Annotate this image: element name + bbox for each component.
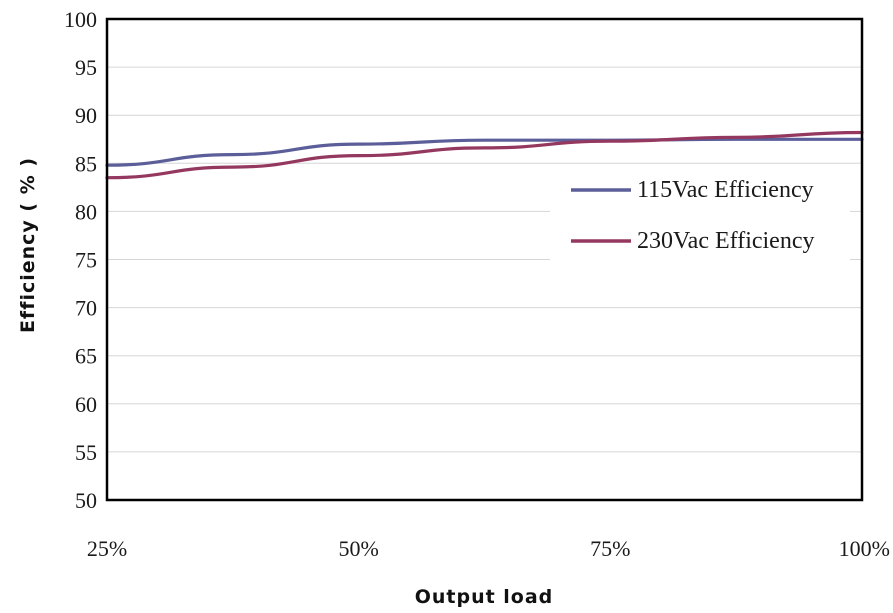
plot-area-frame	[105, 17, 864, 502]
legend: 115Vac Efficiency 230Vac Efficiency	[550, 173, 850, 264]
y-tick-label-70: 70	[75, 296, 97, 321]
y-tick-label-95: 95	[75, 55, 97, 80]
y-tick-label-55: 55	[75, 440, 97, 465]
series-line-230vac	[105, 130, 864, 180]
grid-lines	[107, 66, 862, 453]
x-tick-label-25pct: 25%	[87, 536, 127, 561]
series-line-115vac	[105, 137, 864, 167]
y-tick-label-85: 85	[75, 151, 97, 176]
legend-label-115vac: 115Vac Efficiency	[637, 177, 814, 203]
y-tick-label-100: 100	[64, 7, 97, 32]
y-axis-title: Efficiency ( % )	[17, 157, 39, 333]
x-axis-ticks: 25% 50% 75% 100%	[87, 536, 890, 561]
x-tick-label-100pct: 100%	[839, 536, 890, 561]
legend-bg-0	[550, 173, 850, 213]
series-lines	[105, 130, 864, 180]
y-axis-ticks: 50 55 60 65 70 75 80 85 90 95 100	[64, 7, 97, 513]
x-tick-label-50pct: 50%	[339, 536, 379, 561]
y-tick-label-60: 60	[75, 392, 97, 417]
y-tick-label-90: 90	[75, 103, 97, 128]
x-tick-label-75pct: 75%	[590, 536, 630, 561]
y-tick-label-65: 65	[75, 344, 97, 369]
x-axis-title: Output load	[415, 586, 554, 608]
y-tick-label-75: 75	[75, 248, 97, 273]
legend-bg-1	[550, 224, 850, 264]
legend-label-230vac: 230Vac Efficiency	[637, 228, 814, 254]
y-tick-label-50: 50	[75, 488, 97, 513]
y-tick-label-80: 80	[75, 199, 97, 224]
